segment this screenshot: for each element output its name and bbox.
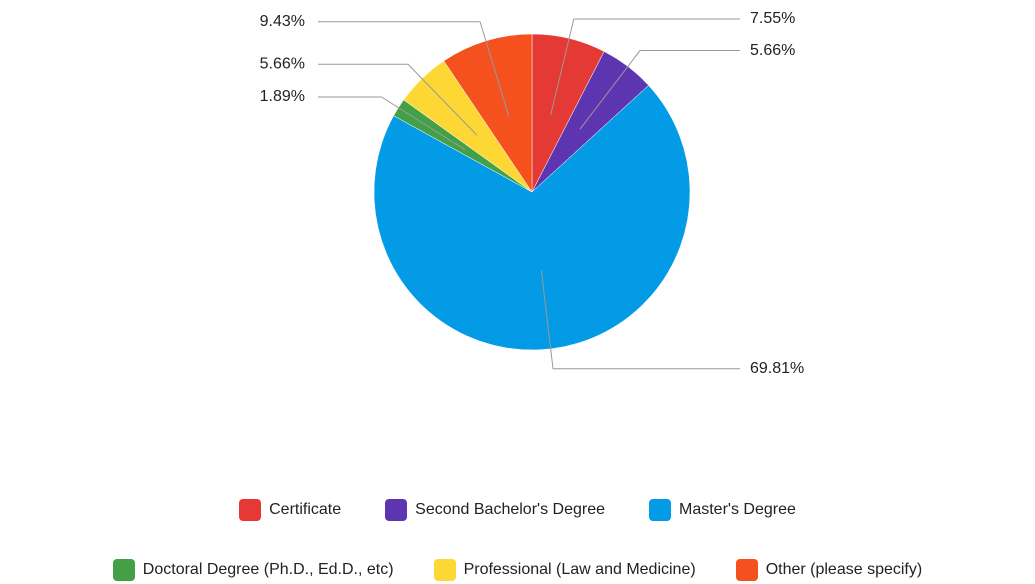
leader-line: [579, 50, 740, 130]
legend-label: Other (please specify): [765, 561, 923, 578]
leader-line: [318, 21, 510, 117]
legend-label: Certificate: [269, 501, 342, 518]
leader-line: [318, 96, 466, 151]
data-label: 5.66%: [260, 55, 305, 72]
legend-swatch: [735, 559, 758, 581]
data-label: 1.89%: [260, 88, 305, 105]
legend-item: Certificate: [239, 499, 341, 521]
legend-label: Second Bachelor's Degree: [415, 501, 605, 518]
legend-row: Certificate Second Bachelor's Degree Maste…: [0, 499, 1035, 521]
legend-swatch: [433, 559, 456, 581]
legend-item: Master's Degree: [649, 499, 796, 521]
leader-line: [318, 63, 478, 136]
legend-swatch: [112, 559, 135, 581]
legend-item: Second Bachelor's Degree: [385, 499, 605, 521]
legend-item: Doctoral Degree (Ph.D., Ed.D., etc): [112, 559, 394, 581]
legend-label: Professional (Law and Medicine): [463, 561, 696, 578]
legend-swatch: [649, 499, 671, 521]
data-label: 7.55%: [750, 10, 795, 27]
leader-line: [540, 270, 740, 370]
legend-label: Master's Degree: [679, 501, 796, 518]
legend-swatch: [239, 499, 262, 521]
legend-label: Doctoral Degree (Ph.D., Ed.D., etc): [142, 561, 394, 578]
chart: 7.55% 5.66% 69.81% 1.89% 5.66% 9.43%: [260, 10, 805, 377]
leader-line: [550, 18, 740, 116]
data-label: 9.43%: [260, 13, 305, 30]
data-label: 69.81%: [750, 360, 804, 377]
legend-item: Professional (Law and Medicine): [433, 559, 696, 581]
legend-row: Doctoral Degree (Ph.D., Ed.D., etc) Profe…: [0, 559, 1035, 581]
legend-swatch: [385, 499, 408, 521]
legend-item: Other (please specify): [735, 559, 923, 581]
data-label: 5.66%: [750, 42, 795, 59]
